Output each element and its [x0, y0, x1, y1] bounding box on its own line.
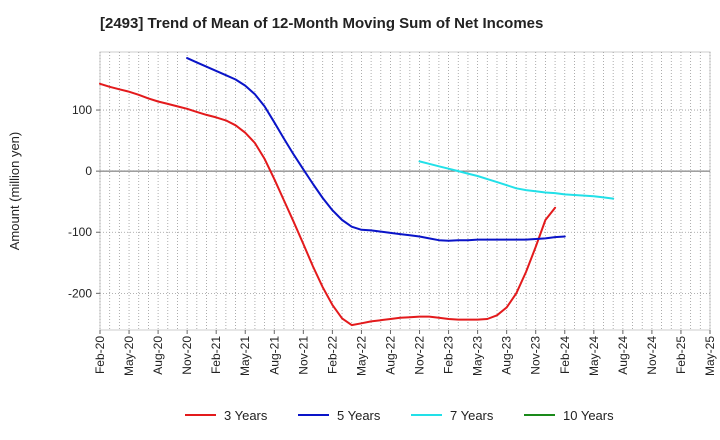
chart-title: [2493] Trend of Mean of 12-Month Moving … — [100, 15, 544, 32]
legend: 3 Years 5 Years 7 Years 10 Years — [185, 408, 614, 423]
series-group — [99, 57, 615, 327]
y-tick-label: 100 — [72, 103, 92, 117]
x-tick-label: May-21 — [238, 336, 252, 376]
x-tick-label: Feb-23 — [442, 336, 456, 374]
x-tick-label: Feb-25 — [674, 336, 688, 374]
x-tick-label: Aug-24 — [616, 336, 630, 375]
x-tick-label: Feb-21 — [209, 336, 223, 374]
legend-label-10-years: 10 Years — [563, 408, 614, 423]
x-tick-label: Nov-23 — [529, 336, 543, 375]
x-tick-label: Aug-22 — [383, 336, 397, 375]
legend-label-3-years: 3 Years — [224, 408, 268, 423]
x-tick-label: Aug-23 — [500, 336, 514, 375]
x-tick-label: Nov-21 — [296, 336, 310, 375]
x-tick-label: May-22 — [354, 336, 368, 376]
y-axis: 100 0 -100 -200 — [68, 103, 100, 300]
y-axis-label: Amount (million yen) — [7, 132, 22, 251]
y-tick-label: -200 — [68, 286, 92, 300]
x-axis: Feb-20 May-20 Aug-20 Nov-20 Feb-21 May-21 Aug-… — [93, 330, 717, 376]
x-tick-label: Aug-21 — [267, 336, 281, 375]
x-tick-label: Nov-22 — [413, 336, 427, 375]
series-line-3-years — [99, 82, 557, 327]
legend-label-5-years: 5 Years — [337, 408, 381, 423]
x-tick-label: Aug-20 — [151, 336, 165, 375]
x-tick-label: Nov-20 — [180, 336, 194, 375]
x-tick-label: Feb-24 — [558, 336, 572, 374]
grid — [99, 52, 711, 330]
series-line-5-years — [186, 57, 566, 242]
series-line-7-years — [418, 160, 615, 200]
x-tick-label: May-24 — [587, 336, 601, 376]
x-tick-label: May-25 — [703, 336, 717, 376]
x-tick-label: May-23 — [471, 336, 485, 376]
y-tick-label: 0 — [85, 164, 92, 178]
x-tick-label: Nov-24 — [645, 336, 659, 375]
x-tick-label: May-20 — [122, 336, 136, 376]
y-tick-label: -100 — [68, 225, 92, 239]
plot-area — [99, 51, 711, 331]
x-tick-label: Feb-22 — [325, 336, 339, 374]
x-tick-label: Feb-20 — [93, 336, 107, 374]
legend-label-7-years: 7 Years — [450, 408, 494, 423]
